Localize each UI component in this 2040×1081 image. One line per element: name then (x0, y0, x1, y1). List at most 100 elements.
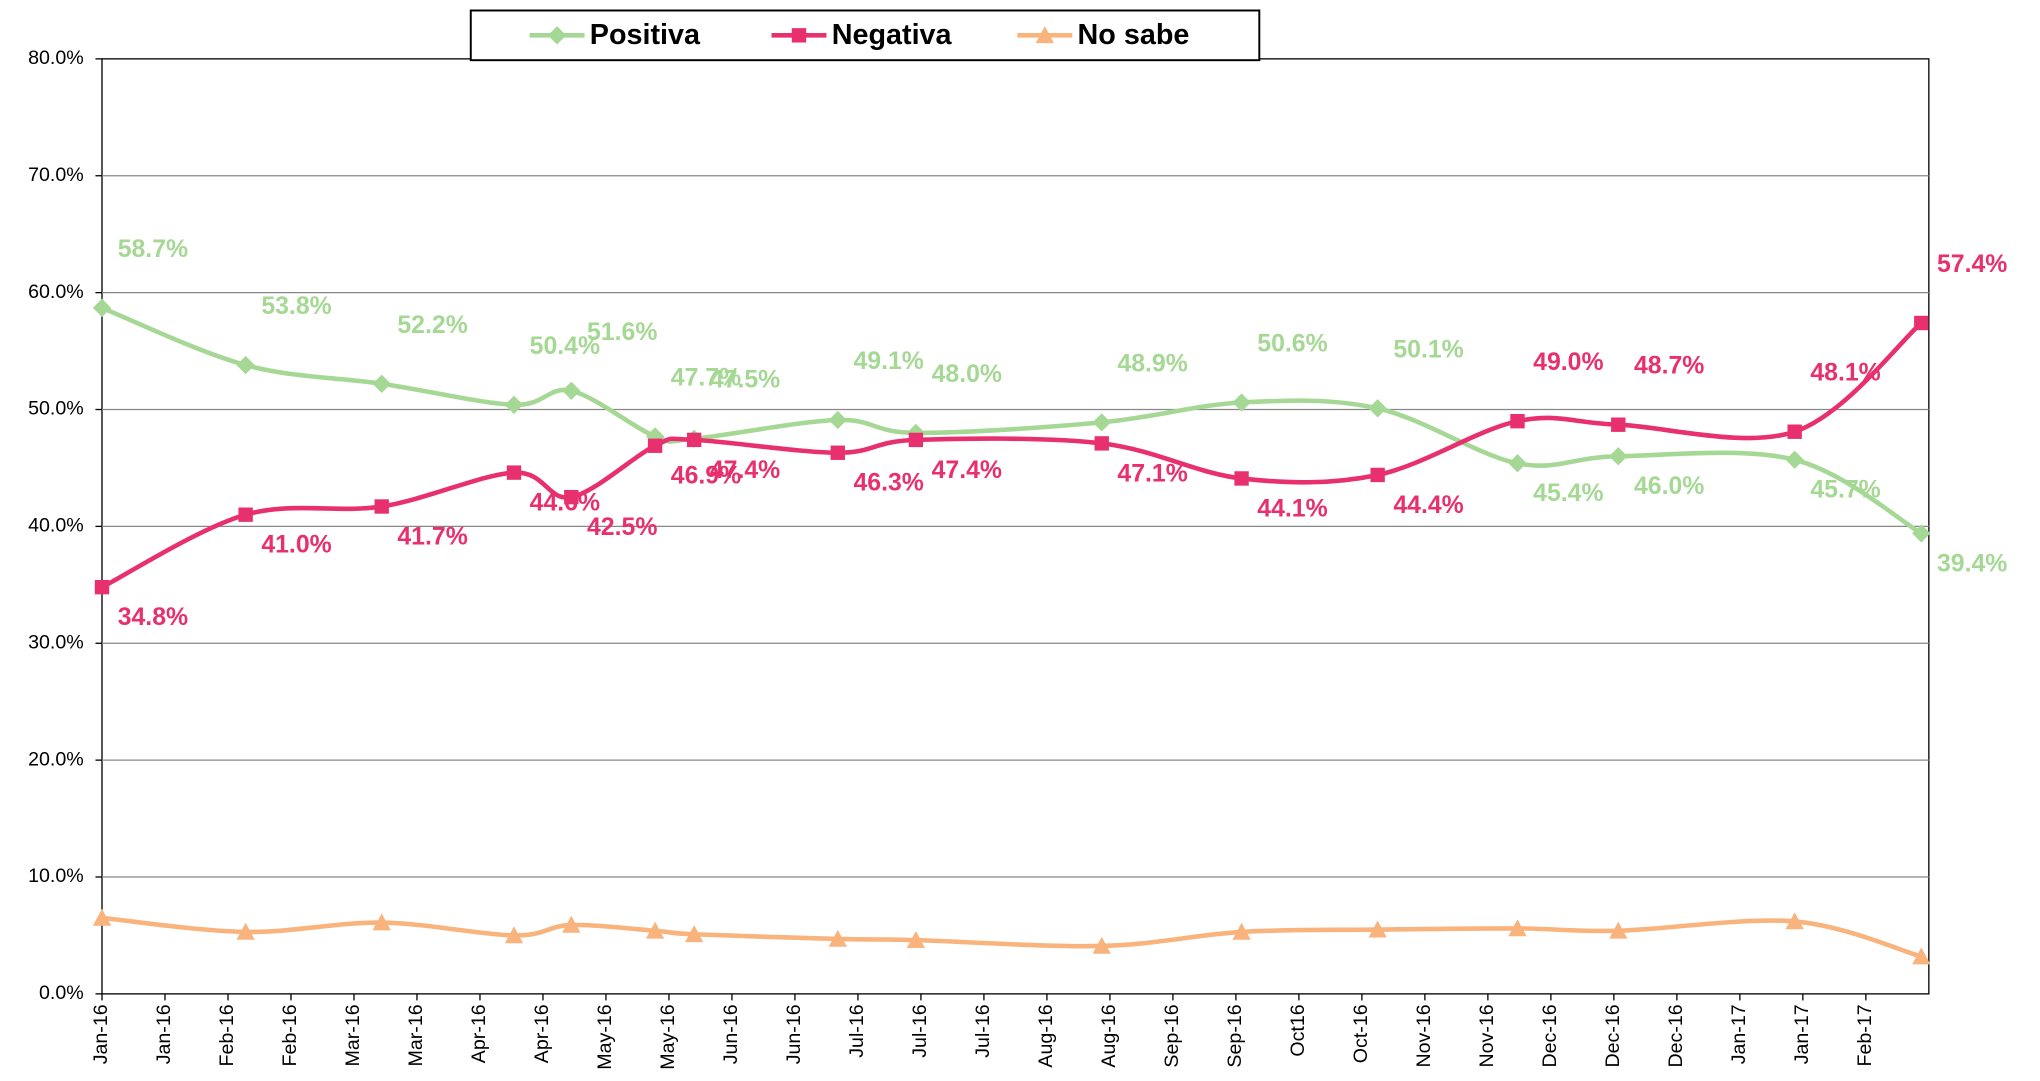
y-tick-label: 20.0% (28, 748, 84, 770)
marker (1787, 424, 1802, 439)
x-tick-label: May-16 (657, 1004, 679, 1069)
data-label: 46.3% (853, 470, 923, 497)
data-label: 50.1% (1393, 336, 1463, 363)
marker (908, 432, 924, 448)
data-label: 49.1% (853, 348, 923, 375)
data-label: 39.4% (1937, 550, 2007, 577)
marker (828, 929, 847, 947)
y-tick-label: 80.0% (28, 47, 84, 69)
x-tick-label: Jan-17 (1728, 1004, 1750, 1064)
data-label: 57.4% (1937, 251, 2007, 278)
data-label: 47.7% (671, 364, 741, 391)
legend-label: Negativa (832, 19, 953, 51)
legend-box (469, 9, 1261, 62)
data-label: 44.1% (1257, 495, 1327, 522)
x-tick-label: Jul-16 (972, 1004, 994, 1058)
data-label: 47.5% (710, 367, 780, 394)
marker (372, 374, 391, 393)
x-tick-label: Feb-16 (279, 1004, 301, 1066)
marker (1609, 447, 1628, 466)
legend-marker (791, 28, 807, 43)
data-label: 51.6% (587, 319, 657, 346)
marker (238, 507, 253, 522)
marker (506, 465, 522, 480)
data-label: 46.9% (671, 463, 741, 490)
x-tick-label: Jul-16 (846, 1004, 868, 1058)
data-label: 47.4% (932, 457, 1002, 484)
x-tick-label: Dec-16 (1539, 1004, 1561, 1067)
x-tick-label: Sep-16 (1224, 1004, 1246, 1067)
marker (1234, 471, 1249, 486)
data-label: 47.1% (1117, 460, 1187, 487)
x-tick-label: Jan-17 (1791, 1004, 1813, 1064)
marker (1094, 436, 1109, 451)
data-label: 58.7% (118, 236, 188, 263)
x-tick-label: Aug-16 (1098, 1004, 1120, 1067)
x-tick-label: Aug-16 (1035, 1004, 1057, 1067)
data-label: 48.7% (1634, 353, 1704, 380)
data-label: 49.0% (1533, 349, 1603, 376)
marker (1611, 417, 1626, 432)
x-tick-label: May-16 (594, 1004, 616, 1069)
x-tick-label: Nov-16 (1476, 1004, 1498, 1067)
data-label: 41.0% (261, 532, 331, 559)
data-label: 45.4% (1533, 480, 1603, 507)
x-tick-label: Oct16 (1287, 1004, 1309, 1056)
y-tick-label: 10.0% (28, 865, 84, 887)
y-tick-label: 70.0% (28, 164, 84, 186)
data-label: 41.7% (397, 523, 467, 550)
x-tick-label: Nov-16 (1413, 1004, 1435, 1067)
marker (94, 579, 110, 595)
marker (236, 355, 255, 375)
x-tick-label: Jun-16 (783, 1004, 805, 1064)
marker (1785, 912, 1804, 930)
y-tick-label: 30.0% (28, 631, 84, 653)
marker (830, 445, 845, 460)
marker (1092, 413, 1111, 432)
y-tick-label: 0.0% (39, 982, 84, 1004)
x-tick-label: Jan-16 (90, 1004, 112, 1064)
x-tick-label: Jun-16 (720, 1004, 742, 1064)
y-tick-label: 50.0% (28, 398, 84, 420)
marker (1232, 922, 1251, 940)
marker (92, 298, 112, 317)
marker (1508, 919, 1527, 937)
data-label: 48.1% (1810, 360, 1880, 387)
data-label: 46.0% (1634, 473, 1704, 500)
data-label: 42.5% (587, 514, 657, 541)
x-tick-label: Sep-16 (1161, 1004, 1183, 1067)
data-label: 47.4% (710, 457, 780, 484)
marker (1785, 450, 1804, 469)
marker (684, 925, 704, 943)
legend-label: No sabe (1078, 19, 1190, 51)
marker (647, 438, 663, 453)
x-tick-label: Apr-16 (468, 1004, 490, 1063)
x-tick-label: Oct-16 (1350, 1004, 1372, 1063)
x-tick-label: Jan-16 (153, 1004, 175, 1064)
marker (686, 432, 702, 448)
marker (828, 410, 847, 430)
marker (906, 930, 926, 948)
x-tick-label: Mar-16 (342, 1004, 364, 1066)
marker (1368, 399, 1387, 418)
data-label: 50.6% (1257, 331, 1327, 358)
data-label: 48.0% (932, 361, 1002, 388)
legend-label: Positiva (590, 19, 701, 51)
x-tick-label: Apr-16 (531, 1004, 553, 1063)
x-tick-label: Dec-16 (1602, 1004, 1624, 1067)
marker (562, 915, 581, 933)
marker (1609, 921, 1628, 939)
legend-marker (1035, 26, 1054, 44)
y-tick-label: 60.0% (28, 281, 84, 303)
marker (1508, 454, 1527, 473)
marker (1370, 467, 1385, 483)
data-label: 34.8% (118, 604, 188, 631)
marker (504, 926, 524, 944)
marker (374, 499, 389, 514)
marker (1912, 947, 1931, 965)
data-label: 50.4% (530, 333, 600, 360)
data-label: 53.8% (261, 293, 331, 320)
x-tick-label: Feb-17 (1854, 1004, 1876, 1066)
data-label: 48.9% (1117, 350, 1187, 377)
marker (92, 908, 112, 926)
